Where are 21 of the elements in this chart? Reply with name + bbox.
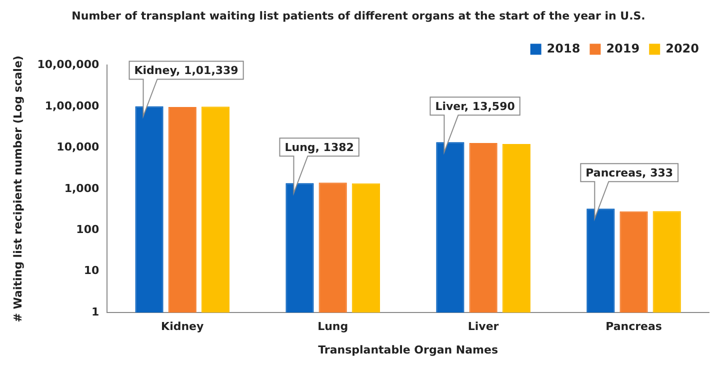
annotation: Kidney, 1,01,339: [134, 64, 238, 78]
chart-title: Number of transplant waiting list patients of different organs at the start of the year in U.S.: [72, 9, 646, 22]
legend-label: 2019: [606, 41, 640, 56]
y-tick-label: 10,00,000: [37, 58, 100, 72]
y-tick-label: 100: [76, 222, 100, 236]
y-tick-label: 10,000: [56, 140, 100, 154]
x-tick-label: Pancreas: [606, 320, 662, 334]
x-axis-title: Transplantable Organ Names: [318, 343, 498, 356]
annotation: Lung, 1382: [284, 140, 354, 154]
y-tick-label: 1: [91, 305, 100, 318]
y-tick-label: 10: [84, 264, 100, 278]
x-tick-label: Lung: [318, 320, 348, 334]
x-tick-label: Liver: [468, 320, 500, 334]
x-tick-label: Kidney: [161, 320, 204, 334]
annotation: Pancreas, 333: [586, 166, 674, 180]
y-tick-label: 1,00,000: [44, 99, 100, 112]
y-axis-title: # Waiting list recipient number (Log scale): [11, 56, 24, 322]
legend-label: 2018: [546, 41, 580, 56]
annotation: Liver, 13,590: [435, 100, 516, 114]
legend-label: 2020: [666, 41, 700, 56]
y-tick-label: 1,000: [64, 182, 100, 195]
